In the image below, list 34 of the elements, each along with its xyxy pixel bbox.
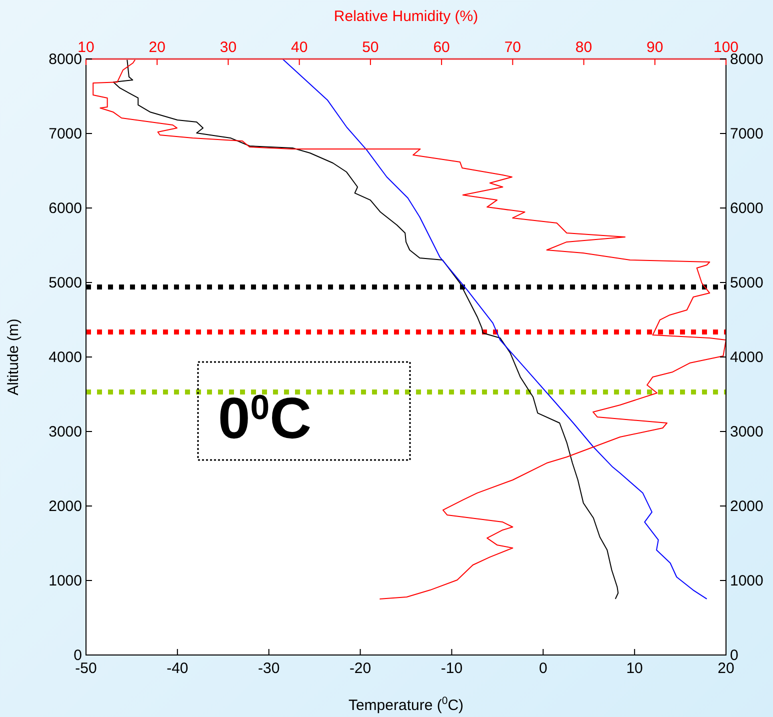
y2-tick-label: 3000 — [730, 424, 764, 440]
x-tick-label: -40 — [166, 660, 188, 677]
y2-tick-label: 6000 — [730, 200, 764, 217]
x2-tick-label: 50 — [362, 39, 379, 56]
x2-axis-title: Relative Humidity (%) — [334, 8, 478, 25]
y-tick-label: 7000 — [48, 126, 82, 142]
y2-tick-label: 4000 — [730, 349, 764, 366]
y2-tick-label: 7000 — [730, 126, 764, 142]
x2-tick-label: 60 — [433, 39, 450, 56]
y-tick-label: 3000 — [48, 424, 82, 440]
y-axis-title: Altitude (m) — [5, 318, 22, 396]
x-tick-label: -10 — [440, 660, 463, 677]
y-tick-label: 2000 — [48, 498, 82, 515]
y-tick-label: 4000 — [48, 349, 82, 366]
x2-tick-label: 30 — [220, 39, 237, 56]
x-tick-label: 10 — [626, 660, 643, 677]
annotation: 0$^{0}$C — [218, 386, 312, 451]
y2-tick-label: 1000 — [730, 572, 764, 590]
x-tick-label: 0 — [538, 660, 548, 677]
x-tick-label: -30 — [258, 660, 280, 677]
y-tick-label: 1000 — [48, 572, 82, 590]
y2-tick-label: 8000 — [730, 51, 764, 68]
y-tick-label: 6000 — [48, 200, 82, 217]
y-tick-label: 5000 — [48, 274, 82, 292]
x2-tick-label: 40 — [290, 39, 308, 56]
x2-tick-label: 80 — [575, 39, 592, 56]
x2-tick-label: 70 — [504, 39, 522, 56]
x2-tick-label: 20 — [148, 39, 166, 56]
y2-tick-label: 2000 — [730, 498, 764, 515]
x2-tick-label: 90 — [646, 39, 664, 56]
y-tick-label: 8000 — [48, 51, 82, 68]
y2-tick-label: 5000 — [730, 274, 764, 292]
x-axis-title: Temperature ($^{0}$C) — [348, 695, 464, 714]
x-tick-label: -20 — [349, 660, 372, 677]
